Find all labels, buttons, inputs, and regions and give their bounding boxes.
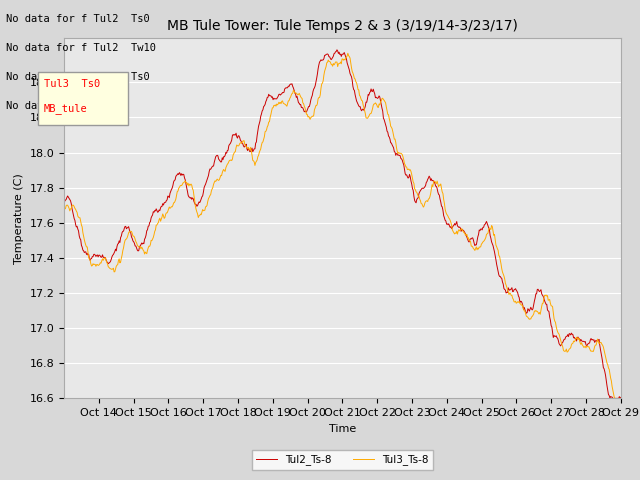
Text: Tul3  Ts0: Tul3 Ts0 — [44, 79, 100, 89]
Tul3_Ts-8 — [432, 180, 440, 186]
Text: No data for f Tul3  Ts0: No data for f Tul3 Ts0 — [6, 72, 150, 82]
Tul2_Ts-8 — [228, 137, 236, 143]
Title: MB Tule Tower: Tule Temps 2 & 3 (3/19/14-3/23/17): MB Tule Tower: Tule Temps 2 & 3 (3/19/14… — [167, 19, 518, 33]
Text: No data for f Tul2  Ts0: No data for f Tul2 Ts0 — [6, 14, 150, 24]
Tul3_Ts-8 — [401, 161, 408, 167]
Tul3_Ts-8 — [228, 158, 236, 164]
Tul3_Ts-8 — [60, 208, 68, 214]
Tul3_Ts-8 — [255, 150, 263, 156]
Tul3_Ts-8 — [276, 99, 284, 105]
Tul2_Ts-8 — [125, 227, 133, 232]
Text: No data for f Tul2  Tw10: No data for f Tul2 Tw10 — [6, 43, 156, 53]
Tul3_Ts-8 — [344, 50, 352, 56]
Tul2_Ts-8 — [401, 166, 408, 172]
Tul2_Ts-8 — [255, 120, 263, 126]
Tul2_Ts-8 — [60, 202, 68, 207]
Text: No data for f: No data for f — [6, 101, 131, 111]
Tul3_Ts-8 — [125, 229, 133, 235]
Tul3_Ts-8 — [617, 396, 625, 401]
Legend: Tul2_Ts-8, Tul3_Ts-8: Tul2_Ts-8, Tul3_Ts-8 — [252, 450, 433, 469]
Tul2_Ts-8 — [432, 183, 440, 189]
Y-axis label: Temperature (C): Temperature (C) — [14, 173, 24, 264]
Tul2_Ts-8 — [606, 396, 614, 401]
Line: Tul2_Ts-8: Tul2_Ts-8 — [64, 50, 621, 398]
Tul2_Ts-8 — [617, 395, 625, 400]
Text: MB_tule: MB_tule — [44, 103, 87, 114]
Tul3_Ts-8 — [611, 396, 619, 401]
Tul2_Ts-8 — [333, 47, 340, 53]
Line: Tul3_Ts-8: Tul3_Ts-8 — [64, 53, 621, 398]
Tul2_Ts-8 — [276, 92, 284, 98]
X-axis label: Time: Time — [329, 424, 356, 433]
